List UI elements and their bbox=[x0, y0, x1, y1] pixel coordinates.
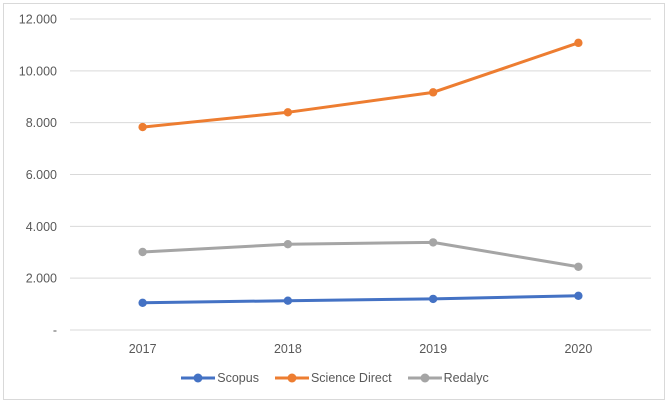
data-point-science-direct bbox=[574, 38, 583, 48]
data-point-scopus bbox=[574, 291, 583, 300]
chart-frame bbox=[3, 3, 665, 400]
x-axis-tick-label: 2017 bbox=[129, 342, 157, 356]
legend-marker-icon bbox=[407, 373, 442, 383]
data-point-science-direct bbox=[283, 108, 293, 117]
data-point-scopus bbox=[283, 296, 293, 305]
y-axis-tick-label: - bbox=[53, 324, 57, 338]
y-axis-tick-label: 12.000 bbox=[19, 13, 57, 27]
y-axis-tick-label: 10.000 bbox=[19, 64, 57, 78]
series-line-science-direct bbox=[141, 41, 580, 129]
y-axis-tick-label: 2.000 bbox=[26, 272, 57, 286]
data-point-redalyc bbox=[574, 262, 583, 271]
legend-marker-icon bbox=[181, 373, 216, 383]
legend-item-science-direct: Science Direct bbox=[274, 371, 392, 385]
y-axis-tick-label: 8.000 bbox=[26, 116, 57, 130]
data-point-redalyc bbox=[138, 247, 147, 257]
data-point-science-direct bbox=[138, 122, 147, 132]
legend-item-scopus: Scopus bbox=[181, 371, 259, 385]
x-axis-tick-label: 2018 bbox=[274, 342, 302, 356]
data-point-scopus bbox=[428, 294, 438, 304]
legend-label: Science Direct bbox=[310, 371, 392, 385]
series-line-redalyc bbox=[141, 240, 580, 269]
data-point-scopus bbox=[138, 298, 147, 307]
legend-marker-icon bbox=[274, 373, 309, 383]
series-line-scopus bbox=[141, 294, 580, 305]
legend-label: Redalyc bbox=[443, 371, 489, 385]
data-point-redalyc bbox=[428, 238, 438, 247]
y-axis-tick-label: 4.000 bbox=[26, 220, 57, 234]
x-axis-tick-label: 2020 bbox=[564, 342, 592, 356]
legend-item-redalyc: Redalyc bbox=[407, 371, 489, 385]
chart-legend: Scopus Science Direct Redalyc bbox=[0, 368, 670, 388]
data-point-redalyc bbox=[283, 240, 293, 249]
x-axis-tick-label: 2019 bbox=[419, 342, 447, 356]
y-axis-tick-label: 6.000 bbox=[26, 168, 57, 182]
legend-label: Scopus bbox=[217, 371, 259, 385]
data-point-science-direct bbox=[428, 88, 438, 97]
